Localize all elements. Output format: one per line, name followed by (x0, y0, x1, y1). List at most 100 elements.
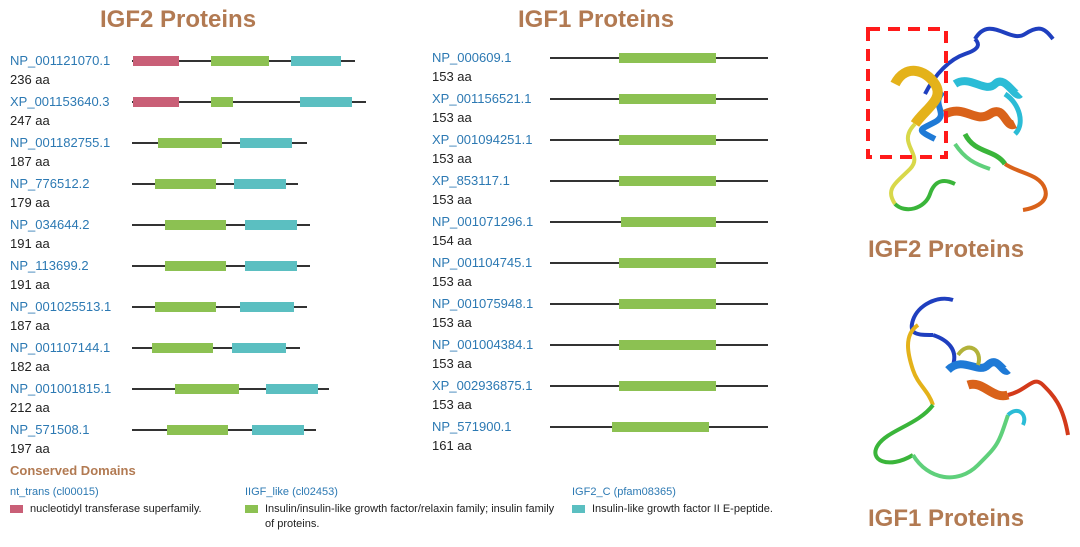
protein-backbone-line (132, 347, 300, 349)
igf2-section-title: IGF2 Proteins (100, 6, 257, 33)
protein-accession-link[interactable]: NP_571508.1 (10, 422, 90, 437)
protein-row: NP_571900.1 161 aa (432, 419, 832, 459)
domain-bar-iigf-like[interactable] (165, 261, 226, 271)
protein-accession-link[interactable]: NP_001004384.1 (432, 337, 534, 352)
protein-length: 153 aa (432, 356, 472, 371)
protein-row: NP_034644.2 191 aa (10, 217, 410, 257)
legend-title: Conserved Domains (10, 463, 136, 478)
protein-backbone-line (132, 306, 307, 308)
protein-accession-link[interactable]: XP_001094251.1 (432, 132, 533, 147)
legend-item-igf2-c: IGF2_C (pfam08365) Insulin-like growth f… (572, 486, 812, 517)
protein-row: NP_571508.1 197 aa (10, 422, 410, 462)
domain-bar-iigf-like[interactable] (619, 135, 716, 145)
protein-length: 191 aa (10, 236, 50, 251)
domain-bar-iigf-like[interactable] (619, 94, 716, 104)
domain-bar-igf2-c[interactable] (232, 343, 286, 353)
legend-desc: Insulin-like growth factor II E-peptide. (592, 503, 773, 515)
protein-accession-link[interactable]: NP_001182755.1 (10, 135, 111, 150)
legend-desc: nucleotidyl transferase superfamily. (30, 503, 202, 515)
domain-bar-iigf-like[interactable] (621, 217, 716, 227)
legend-name[interactable]: IGF2_C (pfam08365) (572, 486, 676, 498)
protein-length: 154 aa (432, 233, 472, 248)
legend-item-iigf-like: IIGF_like (cl02453) Insulin/insulin-like… (245, 486, 565, 532)
protein-accession-link[interactable]: XP_001153640.3 (10, 94, 110, 109)
protein-length: 197 aa (10, 441, 50, 456)
protein-accession-link[interactable]: NP_571900.1 (432, 419, 512, 434)
domain-bar-iigf-like[interactable] (211, 56, 269, 66)
domain-bar-igf2-c[interactable] (291, 56, 341, 66)
protein-row: XP_853117.1 153 aa (432, 173, 832, 213)
protein-accession-link[interactable]: XP_002936875.1 (432, 378, 533, 393)
legend-name[interactable]: IIGF_like (cl02453) (245, 486, 338, 498)
domain-bar-nt-trans[interactable] (133, 97, 179, 107)
legend-item-nt-trans: nt_trans (cl00015) nucleotidyl transfera… (10, 486, 240, 517)
domain-bar-igf2-c[interactable] (266, 384, 318, 394)
domain-bar-iigf-like[interactable] (167, 425, 228, 435)
protein-length: 236 aa (10, 72, 50, 87)
domain-bar-iigf-like[interactable] (211, 97, 233, 107)
protein-accession-link[interactable]: NP_034644.2 (10, 217, 90, 232)
igf2-structure-caption: IGF2 Proteins (868, 236, 1025, 263)
protein-length: 179 aa (10, 195, 50, 210)
protein-row: NP_001075948.1 153 aa (432, 296, 832, 336)
domain-bar-iigf-like[interactable] (619, 53, 716, 63)
protein-row: NP_001025513.1 187 aa (10, 299, 410, 339)
protein-length: 161 aa (432, 438, 472, 453)
protein-row: NP_001004384.1 153 aa (432, 337, 832, 377)
protein-row: NP_001182755.1 187 aa (10, 135, 410, 175)
domain-bar-iigf-like[interactable] (612, 422, 709, 432)
protein-accession-link[interactable]: XP_001156521.1 (432, 91, 532, 106)
igf2-structure-image (866, 26, 1055, 212)
domain-bar-nt-trans[interactable] (133, 56, 179, 66)
protein-accession-link[interactable]: NP_001121070.1 (10, 53, 111, 68)
domain-bar-iigf-like[interactable] (619, 340, 716, 350)
protein-accession-link[interactable]: NP_001001815.1 (10, 381, 112, 396)
protein-accession-link[interactable]: NP_001104745.1 (432, 255, 533, 270)
protein-row: NP_000609.1 153 aa (432, 50, 832, 90)
protein-accession-link[interactable]: NP_113699.2 (10, 258, 89, 273)
domain-bar-iigf-like[interactable] (155, 179, 216, 189)
domain-bar-igf2-c[interactable] (240, 138, 292, 148)
domain-bar-igf2-c[interactable] (234, 179, 286, 189)
domain-bar-igf2-c[interactable] (300, 97, 352, 107)
domain-bar-iigf-like[interactable] (155, 302, 216, 312)
protein-accession-link[interactable]: NP_776512.2 (10, 176, 90, 191)
domain-bar-igf2-c[interactable] (245, 261, 297, 271)
domain-bar-iigf-like[interactable] (175, 384, 239, 394)
protein-accession-link[interactable]: NP_001075948.1 (432, 296, 534, 311)
protein-accession-link[interactable]: NP_001107144.1 (10, 340, 111, 355)
legend-swatch (10, 505, 23, 513)
protein-length: 153 aa (432, 315, 472, 330)
legend-desc: Insulin/insulin-like growth factor/relax… (265, 503, 555, 530)
domain-bar-iigf-like[interactable] (165, 220, 226, 230)
protein-row: NP_001104745.1 153 aa (432, 255, 832, 295)
protein-accession-link[interactable]: NP_001071296.1 (432, 214, 534, 229)
domain-bar-igf2-c[interactable] (245, 220, 297, 230)
domain-bar-iigf-like[interactable] (619, 299, 716, 309)
domain-bar-iigf-like[interactable] (158, 138, 222, 148)
igf1-section-title: IGF1 Proteins (518, 6, 675, 33)
protein-accession-link[interactable]: XP_853117.1 (432, 173, 510, 188)
protein-length: 153 aa (432, 110, 472, 125)
protein-length: 153 aa (432, 69, 472, 84)
protein-length: 247 aa (10, 113, 50, 128)
protein-length: 187 aa (10, 318, 50, 333)
domain-bar-igf2-c[interactable] (252, 425, 304, 435)
protein-row: XP_001156521.1 153 aa (432, 91, 832, 131)
domain-bar-iigf-like[interactable] (619, 381, 716, 391)
protein-row: NP_001001815.1 212 aa (10, 381, 410, 421)
protein-length: 153 aa (432, 397, 472, 412)
legend-swatch (245, 505, 258, 513)
protein-row: NP_001071296.1 154 aa (432, 214, 832, 254)
protein-length: 153 aa (432, 274, 472, 289)
legend-name[interactable]: nt_trans (cl00015) (10, 486, 99, 498)
protein-accession-link[interactable]: NP_000609.1 (432, 50, 512, 65)
igf1-structure-image (873, 296, 1070, 480)
domain-bar-igf2-c[interactable] (240, 302, 294, 312)
domain-bar-iigf-like[interactable] (152, 343, 213, 353)
protein-accession-link[interactable]: NP_001025513.1 (10, 299, 112, 314)
domain-bar-iigf-like[interactable] (619, 176, 716, 186)
domain-bar-iigf-like[interactable] (619, 258, 716, 268)
protein-length: 153 aa (432, 151, 472, 166)
protein-backbone-line (132, 101, 366, 103)
